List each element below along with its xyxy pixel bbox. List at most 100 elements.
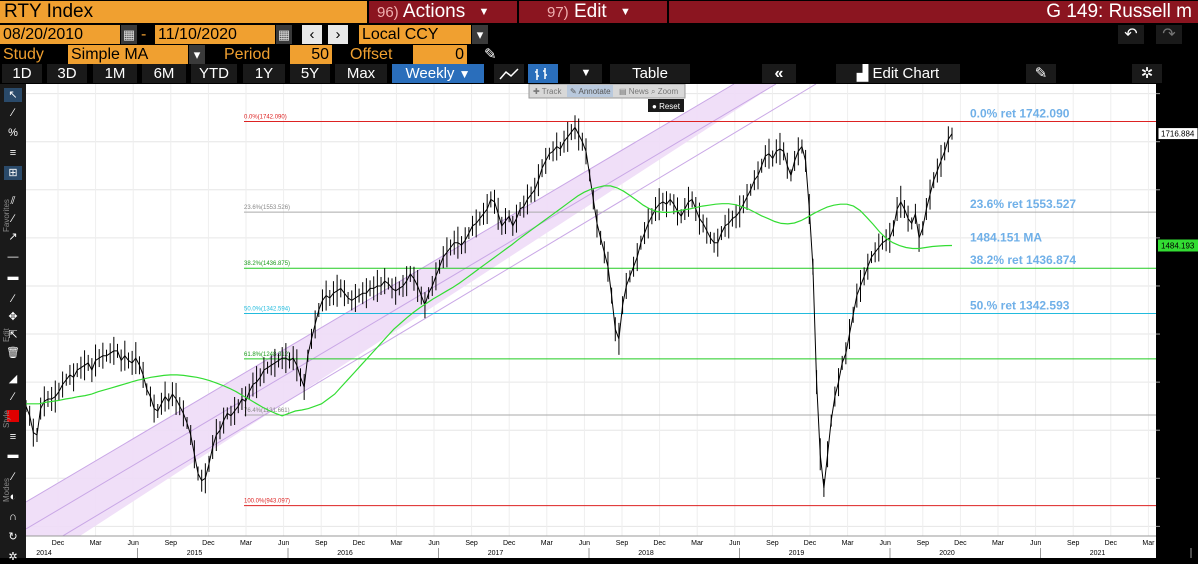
bar-chart-icon[interactable] — [528, 64, 558, 83]
chevron-down-icon[interactable]: ▾ — [472, 25, 488, 44]
x-month-label: Jun — [729, 540, 740, 547]
currency-select[interactable]: Local CCY — [359, 25, 471, 44]
period-6m-button[interactable]: 6M — [142, 64, 186, 83]
study-label: Study — [3, 46, 44, 63]
text-tool-icon[interactable]: ▬ — [7, 271, 19, 283]
x-month-label: Dec — [353, 540, 366, 547]
graph-title: G 149: Russell m — [669, 1, 1198, 23]
period-1y-button[interactable]: 1Y — [243, 64, 285, 83]
track-button[interactable]: ✚ Track — [533, 87, 562, 96]
price-tag-label: 1716.884 — [1161, 130, 1195, 139]
fib-level-label: 38.2% ret 1436.874 — [970, 253, 1076, 267]
edit-menu-button[interactable]: 97) Edit ▼ — [519, 1, 667, 23]
next-arrow-button[interactable]: › — [328, 25, 348, 44]
ray-tool-icon[interactable]: ↗ — [8, 231, 18, 243]
period-ytd-button[interactable]: YTD — [191, 64, 237, 83]
fill-icon[interactable]: ▬ — [7, 449, 19, 461]
news-button[interactable]: ▤ News — [619, 87, 649, 96]
y-tick-label: 1800 — [1166, 90, 1184, 99]
collapse-left-icon[interactable]: « — [762, 64, 796, 83]
undo-icon[interactable]: ↶ — [1118, 25, 1144, 44]
zoom-button[interactable]: ⌕ Zoom — [651, 87, 678, 96]
settings-gear-icon[interactable]: ✲ — [1132, 64, 1162, 83]
period-5y-button[interactable]: 5Y — [290, 64, 330, 83]
edit-number: 97) — [547, 4, 569, 21]
price-chart[interactable]: 0.0%(1742.090) 0.0% ret 1742.090 23.6%(155… — [25, 83, 1198, 559]
draw-tool-icon[interactable]: ∕ — [12, 213, 14, 225]
fib-level-small-label: 76.4%(1131.661) — [244, 408, 290, 414]
channel-tool-icon[interactable]: ⫽ — [10, 195, 16, 207]
magnet-icon[interactable]: ◐ — [9, 491, 17, 503]
fib-level-small-label: 61.8%(1248.312) — [244, 352, 290, 358]
x-month-label: Mar — [842, 540, 855, 547]
frequency-select[interactable]: Weekly ▼ — [392, 64, 484, 83]
chevron-down-icon[interactable]: ▾ — [189, 45, 205, 64]
period-max-button[interactable]: Max — [335, 64, 387, 83]
start-date-field[interactable]: 08/20/2010 — [0, 25, 120, 44]
redo-icon[interactable]: ↷ — [1156, 25, 1182, 44]
gear-icon[interactable]: ✲ — [8, 551, 18, 563]
actions-menu-button[interactable]: 96) Actions ▼ — [369, 1, 517, 23]
channel-lower-line — [25, 83, 777, 530]
reset-button[interactable]: ● Reset — [652, 102, 681, 111]
x-month-label: Dec — [52, 540, 65, 547]
x-month-label: Jun — [128, 540, 139, 547]
color-swatch-red[interactable] — [7, 410, 19, 422]
chart-area[interactable]: 0.0%(1742.090) 0.0% ret 1742.090 23.6%(155… — [25, 83, 1198, 559]
pencil-icon[interactable]: ✎ — [484, 46, 497, 63]
cycle-icon[interactable]: ↻ — [8, 531, 18, 543]
line-tool-icon[interactable]: ∕ — [12, 107, 14, 119]
annotate-button[interactable]: ✎ Annotate — [570, 87, 611, 96]
x-month-label: Jun — [880, 540, 891, 547]
fib-tool-icon[interactable]: ≡ — [9, 147, 17, 159]
fib-level-small-label: 0.0%(1742.090) — [244, 114, 287, 120]
calendar-icon[interactable]: ▦ — [276, 25, 292, 44]
security-title[interactable]: RTY Index — [0, 1, 367, 23]
fib-level-label: 23.6% ret 1553.527 — [970, 197, 1076, 211]
x-year-label: 2017 — [488, 550, 504, 557]
select-tool-icon[interactable]: ⇱ — [8, 329, 18, 341]
x-month-label: Dec — [954, 540, 967, 547]
x-year-label: 2020 — [939, 550, 955, 557]
brush-icon[interactable]: ∕ — [12, 471, 14, 483]
channel-lower-line — [25, 83, 817, 559]
line-color-icon[interactable]: ◢ — [8, 373, 18, 385]
y-tick-label: 1700 — [1166, 138, 1184, 147]
calendar-icon[interactable]: ▦ — [121, 25, 137, 44]
period-input[interactable]: 50 — [290, 45, 332, 64]
study-select[interactable]: Simple MA — [68, 45, 188, 64]
move-tool-icon[interactable]: ✥ — [8, 311, 18, 323]
line-weight-icon[interactable]: ≡ — [9, 431, 17, 443]
x-month-label: Mar — [240, 540, 253, 547]
prev-arrow-button[interactable]: ‹ — [302, 25, 322, 44]
caret-down-icon: ▼ — [478, 6, 490, 18]
horizontal-line-icon[interactable]: — — [7, 251, 19, 263]
x-year-label: 2014 — [36, 550, 52, 557]
fib-retracement-icon[interactable]: ⊞ — [4, 166, 22, 180]
line-chart-icon[interactable] — [494, 64, 524, 83]
delete-icon[interactable]: 🗑 — [6, 347, 20, 359]
end-date-field[interactable]: 11/10/2020 — [155, 25, 275, 44]
x-year-label: 2021 — [1090, 550, 1106, 557]
x-month-label: Sep — [315, 540, 328, 547]
period-1m-button[interactable]: 1M — [93, 64, 137, 83]
pointer-icon[interactable]: ↖ — [4, 88, 22, 102]
line-style-icon[interactable]: ∕ — [12, 391, 14, 403]
table-button[interactable]: Table — [610, 64, 690, 83]
chart-type-dropdown[interactable]: ▼ — [570, 64, 602, 83]
percent-tool-icon[interactable]: % — [8, 127, 18, 139]
x-year-label: 2016 — [337, 550, 353, 557]
date-range-bar: 08/20/2010 ▦ - 11/10/2020 ▦ ‹ › Local CC… — [0, 25, 1198, 45]
y-tick-label: 1500 — [1166, 234, 1184, 243]
period-3d-button[interactable]: 3D — [47, 64, 87, 83]
x-month-label: Dec — [503, 540, 516, 547]
x-month-label: Jun — [428, 540, 439, 547]
snap-icon[interactable]: ∩ — [9, 511, 17, 523]
legend-edit-icon[interactable]: ✎ — [1026, 64, 1056, 83]
pen-tool-icon[interactable]: ∕ — [12, 293, 14, 305]
offset-input[interactable]: 0 — [413, 45, 467, 64]
period-1d-button[interactable]: 1D — [2, 64, 42, 83]
edit-chart-button[interactable]: ▟ Edit Chart — [836, 64, 960, 83]
fib-level-label: 0.0% ret 1742.090 — [970, 106, 1070, 120]
chart-tools-popup: ✚ Track ✎ Annotate ▤ News ⌕ Zoom ● Reset — [528, 83, 686, 112]
